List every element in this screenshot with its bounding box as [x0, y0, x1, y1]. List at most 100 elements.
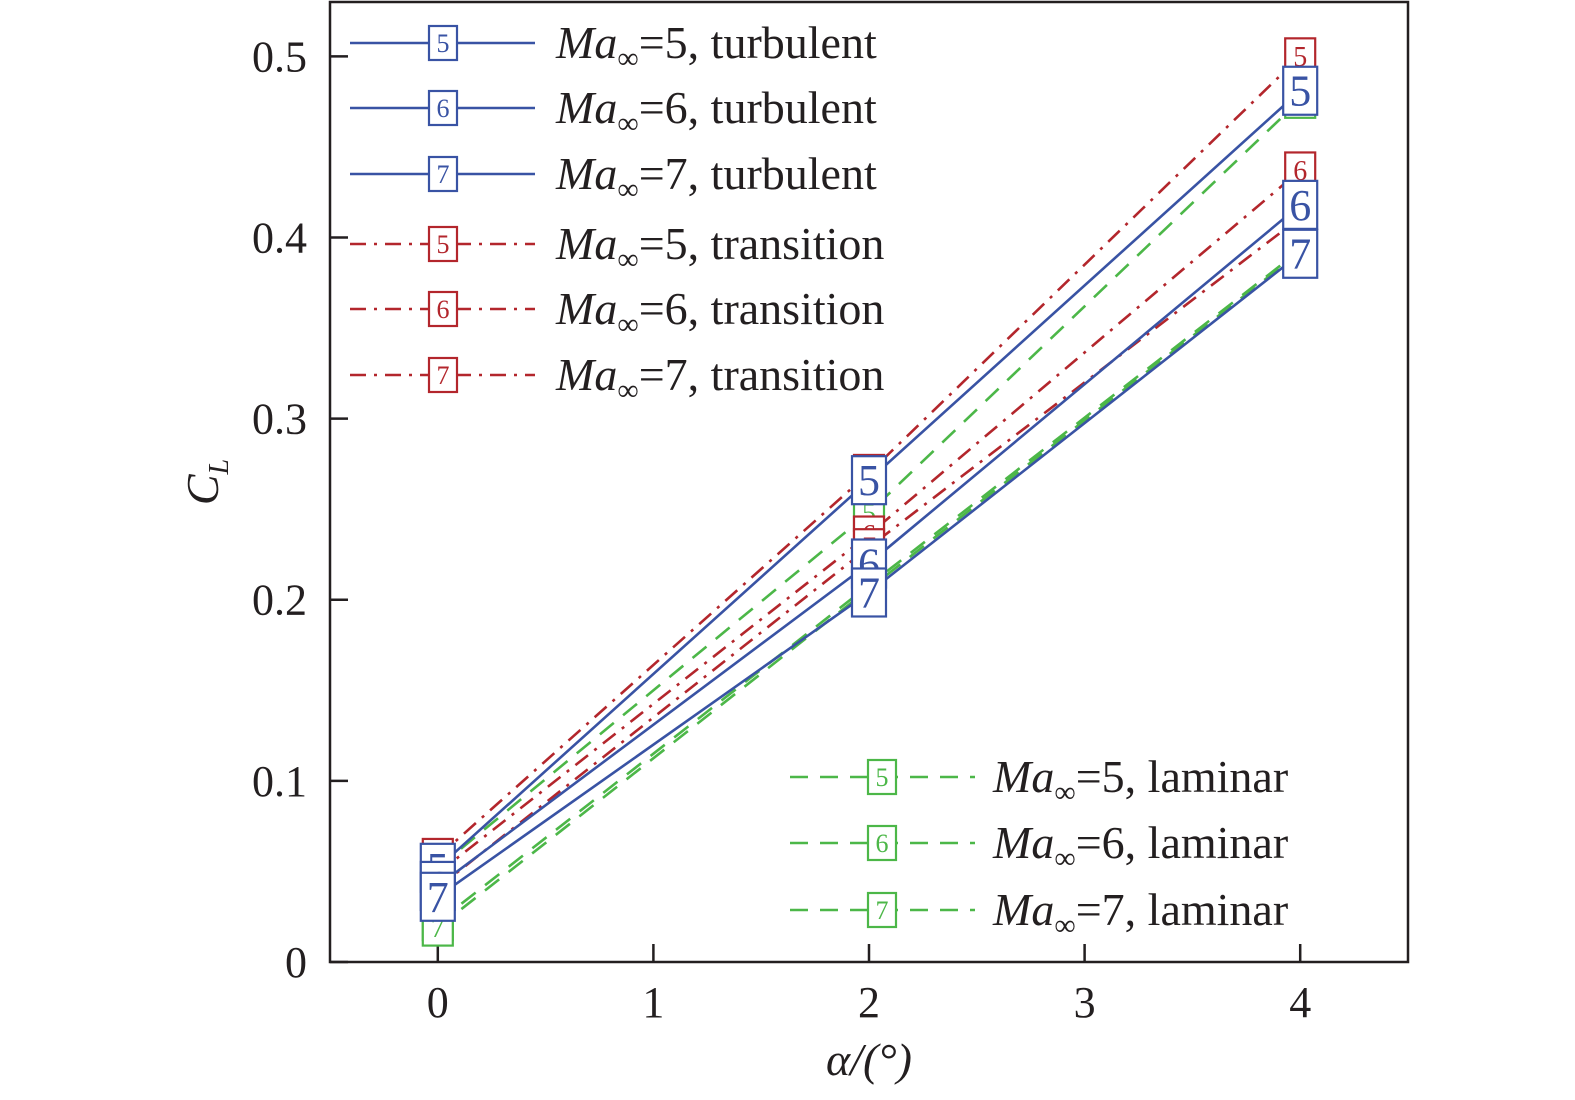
legend-item-transition-6: 6 Ma∞=6, transition — [350, 283, 884, 341]
legend-marker-box — [427, 155, 459, 193]
data-point-turbulent-5-box — [1282, 65, 1319, 116]
legend-marker-label: 6 — [876, 829, 889, 858]
legend-marker-label: 7 — [437, 160, 450, 189]
x-tick-label: 4 — [1289, 978, 1311, 1027]
legend-marker: 6 — [427, 89, 459, 127]
legend-rest: =5, transition — [639, 218, 885, 269]
legend-marker-label: 6 — [437, 295, 450, 324]
legend-symbol: Ma — [992, 751, 1054, 802]
legend-rest: =6, laminar — [1076, 817, 1288, 868]
legend-item-turbulent-6: 6 Ma∞=6, turbulent — [350, 82, 877, 140]
data-point-turbulent-6: 6 — [1282, 179, 1319, 230]
legend-marker: 5 — [427, 225, 459, 263]
data-point-turbulent-7: 7 — [1282, 228, 1319, 279]
data-point-turbulent-7-box — [850, 567, 888, 618]
legend-subscript: ∞ — [617, 308, 638, 341]
legend-symbol: Ma — [992, 817, 1054, 868]
legend-marker: 6 — [427, 290, 459, 328]
legend-rest: =5, laminar — [1076, 751, 1288, 802]
legend-rest: =7, turbulent — [639, 148, 877, 199]
legend-marker: 7 — [427, 155, 459, 193]
y-axis-title: CL — [177, 459, 235, 505]
legend-marker-label: 5 — [876, 763, 889, 792]
data-point-turbulent-7-label: 7 — [427, 873, 449, 922]
legend-label: Ma∞=7, transition — [555, 349, 884, 407]
legend-marker-label: 5 — [437, 230, 450, 259]
legend-symbol: Ma — [555, 218, 617, 269]
legend-marker-box — [866, 891, 898, 929]
data-point-turbulent-5-label: 5 — [1289, 67, 1311, 116]
legend-marker: 7 — [427, 356, 459, 394]
legend-subscript: ∞ — [1054, 776, 1075, 809]
legend-subscript: ∞ — [617, 42, 638, 75]
data-point-turbulent-7: 7 — [419, 871, 456, 922]
legend-marker-box — [427, 356, 459, 394]
y-tick-label: 0.1 — [252, 757, 307, 806]
y-tick-label: 0.3 — [252, 395, 307, 444]
legend-rest: =6, turbulent — [639, 82, 877, 133]
legend-marker-box — [427, 24, 459, 62]
legend-rest: =5, turbulent — [639, 17, 877, 68]
legend-marker-label: 7 — [437, 361, 450, 390]
legend-subscript: ∞ — [617, 107, 638, 140]
data-point-turbulent-6-label: 6 — [1289, 181, 1311, 230]
legend-label: Ma∞=6, transition — [555, 283, 884, 341]
data-point-transition-6-label: 6 — [1293, 156, 1307, 187]
y-tick-label: 0 — [285, 938, 307, 987]
legend-label: Ma∞=6, laminar — [992, 817, 1288, 875]
legend-marker: 5 — [427, 24, 459, 62]
legend-label: Ma∞=5, laminar — [992, 751, 1288, 809]
y-axis-title-main: C — [177, 473, 228, 505]
legend-marker: 5 — [866, 758, 898, 796]
y-tick-label: 0.4 — [252, 213, 307, 262]
legend-marker-box — [427, 225, 459, 263]
legend-item-laminar-7: 7 Ma∞=7, laminar — [790, 884, 1288, 942]
legend-item-transition-5: 5 Ma∞=5, transition — [350, 218, 884, 276]
legend-symbol: Ma — [555, 148, 617, 199]
series-line-transition-6 — [436, 169, 1302, 875]
data-point-turbulent-5-box — [850, 455, 888, 506]
legend-marker: 6 — [866, 824, 898, 862]
axis-ticks: 0 1 2 3 4 0 0.1 0.2 0.3 0.4 0.5 — [252, 32, 1311, 1027]
x-tick-label: 1 — [642, 978, 664, 1027]
legend-marker-label: 7 — [876, 896, 889, 925]
data-point-turbulent-7-label: 7 — [858, 568, 880, 617]
data-point-turbulent-7-box — [1282, 228, 1319, 279]
legend-label: Ma∞=7, turbulent — [555, 148, 877, 206]
y-tick-label: 0.2 — [252, 576, 307, 625]
legend-symbol: Ma — [992, 884, 1054, 935]
legend-symbol: Ma — [555, 82, 617, 133]
legend-item-turbulent-7: 7 Ma∞=7, turbulent — [350, 148, 877, 206]
y-tick-label: 0.5 — [252, 32, 307, 81]
legend-item-transition-7: 7 Ma∞=7, transition — [350, 349, 884, 407]
legend-item-laminar-6: 6 Ma∞=6, laminar — [790, 817, 1288, 875]
data-point-turbulent-7: 7 — [850, 567, 888, 618]
legend-subscript: ∞ — [617, 243, 638, 276]
legend-marker-box — [427, 290, 459, 328]
legend-label: Ma∞=5, turbulent — [555, 17, 877, 75]
marker-layer: 555666777555666777555666777 — [419, 37, 1319, 947]
legend-item-laminar-5: 5 Ma∞=5, laminar — [790, 751, 1288, 809]
legend-subscript: ∞ — [1054, 909, 1075, 942]
legend-rest: =7, transition — [639, 349, 885, 400]
x-axis-title: α/(°) — [826, 1034, 912, 1085]
legend-label: Ma∞=6, turbulent — [555, 82, 877, 140]
legend-marker-box — [866, 824, 898, 862]
legend-symbol: Ma — [555, 283, 617, 334]
legend-subscript: ∞ — [617, 173, 638, 206]
data-point-turbulent-5-label: 5 — [858, 456, 880, 505]
x-tick-label: 0 — [427, 978, 449, 1027]
x-tick-label: 2 — [858, 978, 880, 1027]
legend-label: Ma∞=5, transition — [555, 218, 884, 276]
x-tick-label: 3 — [1074, 978, 1096, 1027]
legend-marker-box — [866, 758, 898, 796]
legend-marker-box — [427, 89, 459, 127]
data-point-turbulent-5: 5 — [850, 455, 888, 506]
data-point-turbulent-7-box — [419, 871, 456, 922]
legend-rest: =7, laminar — [1076, 884, 1288, 935]
data-point-transition-5-label: 5 — [1293, 42, 1307, 73]
y-axis-title-sub: L — [204, 459, 235, 476]
data-point-turbulent-7-label: 7 — [1289, 230, 1311, 279]
